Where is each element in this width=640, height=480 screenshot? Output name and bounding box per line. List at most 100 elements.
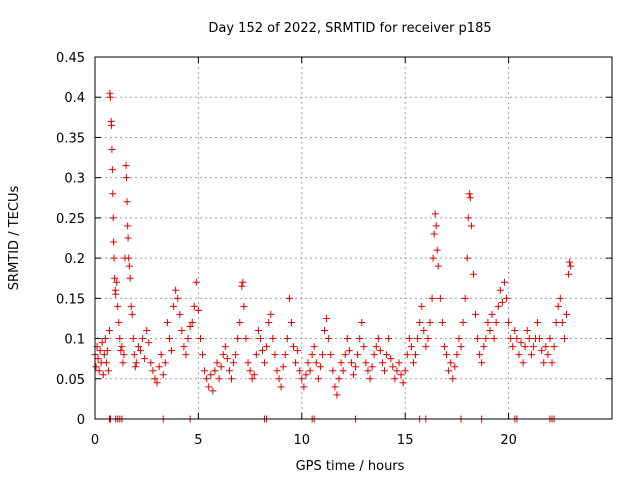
plot-frame (94, 56, 613, 420)
data-point (565, 270, 573, 278)
data-point (153, 379, 161, 387)
data-point (488, 310, 496, 318)
data-point (370, 351, 378, 359)
data-point (540, 359, 548, 367)
data-point (95, 367, 103, 375)
data-point (385, 335, 393, 343)
data-point (474, 335, 482, 343)
data-point (308, 351, 316, 359)
data-points (91, 89, 575, 423)
data-point (186, 322, 194, 330)
data-point (111, 274, 119, 282)
data-point (182, 351, 190, 359)
data-point (476, 351, 484, 359)
y-tick-label: 0.4 (64, 91, 85, 106)
data-point (217, 363, 225, 371)
data-point (333, 391, 341, 399)
data-point (433, 246, 441, 254)
data-point (223, 355, 231, 363)
data-point (188, 318, 196, 326)
data-point (374, 335, 382, 343)
data-point (285, 294, 293, 302)
data-point (232, 351, 240, 359)
data-point (271, 351, 279, 359)
data-point (412, 351, 420, 359)
data-point (529, 343, 537, 351)
data-point (407, 343, 415, 351)
data-point (331, 383, 339, 391)
data-point (240, 302, 248, 310)
data-point (112, 290, 120, 298)
data-point (517, 339, 525, 347)
y-tick-label: 0.45 (56, 51, 85, 66)
data-point (378, 359, 386, 367)
data-point (110, 238, 118, 246)
data-point (163, 318, 171, 326)
data-point (296, 367, 304, 375)
data-point (432, 222, 440, 230)
data-point (503, 294, 511, 302)
data-point (205, 383, 213, 391)
data-point (505, 318, 513, 326)
data-point (238, 282, 246, 290)
data-point (381, 367, 389, 375)
x-tick-label: 5 (194, 433, 202, 448)
data-point (130, 351, 138, 359)
data-point (219, 351, 227, 359)
data-point (184, 335, 192, 343)
data-point (292, 359, 300, 367)
data-point (172, 286, 180, 294)
data-point (157, 351, 165, 359)
data-point (509, 343, 517, 351)
data-point (203, 375, 211, 383)
data-point (469, 270, 477, 278)
data-point (464, 214, 472, 222)
data-point (298, 375, 306, 383)
x-tick-label: 20 (500, 433, 517, 448)
data-point (155, 363, 163, 371)
data-point (259, 347, 267, 355)
x-tick-label: 10 (294, 433, 311, 448)
data-point (480, 343, 488, 351)
data-point (453, 351, 461, 359)
data-point (118, 343, 126, 351)
data-point (306, 367, 314, 375)
data-point (98, 339, 106, 347)
data-point (312, 359, 320, 367)
data-point (109, 214, 117, 222)
y-tick-label: 0.1 (64, 333, 85, 348)
data-point (352, 363, 360, 371)
data-point (246, 367, 254, 375)
x-tick-label: 15 (397, 433, 414, 448)
data-point (567, 262, 575, 270)
data-point (376, 347, 384, 355)
data-point (391, 375, 399, 383)
data-point (463, 254, 471, 262)
data-point (525, 335, 533, 343)
data-point (350, 371, 357, 379)
data-point (401, 367, 409, 375)
data-point (143, 327, 151, 335)
data-point (261, 359, 269, 367)
data-point (323, 314, 331, 322)
data-point (136, 347, 144, 355)
data-point (192, 278, 200, 286)
data-point (161, 359, 169, 367)
data-point (139, 335, 147, 343)
data-point (239, 278, 247, 286)
data-point (429, 254, 437, 262)
data-point (242, 335, 250, 343)
data-point (546, 335, 554, 343)
data-point (343, 335, 351, 343)
data-point (123, 198, 131, 206)
data-point (108, 166, 116, 174)
y-axis-label: SRMTID / TECUs (7, 186, 22, 291)
data-point (103, 347, 111, 355)
data-point (327, 351, 335, 359)
data-point (486, 327, 494, 335)
data-point (566, 258, 574, 266)
data-point (523, 327, 531, 335)
data-point (507, 335, 515, 343)
data-point (387, 355, 395, 363)
